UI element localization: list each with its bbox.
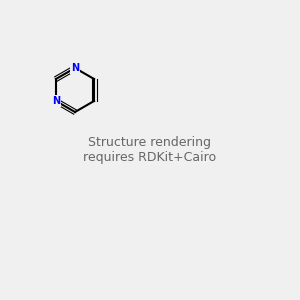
Text: N: N bbox=[52, 96, 60, 106]
Text: N: N bbox=[71, 63, 79, 73]
Text: Structure rendering
requires RDKit+Cairo: Structure rendering requires RDKit+Cairo bbox=[83, 136, 217, 164]
